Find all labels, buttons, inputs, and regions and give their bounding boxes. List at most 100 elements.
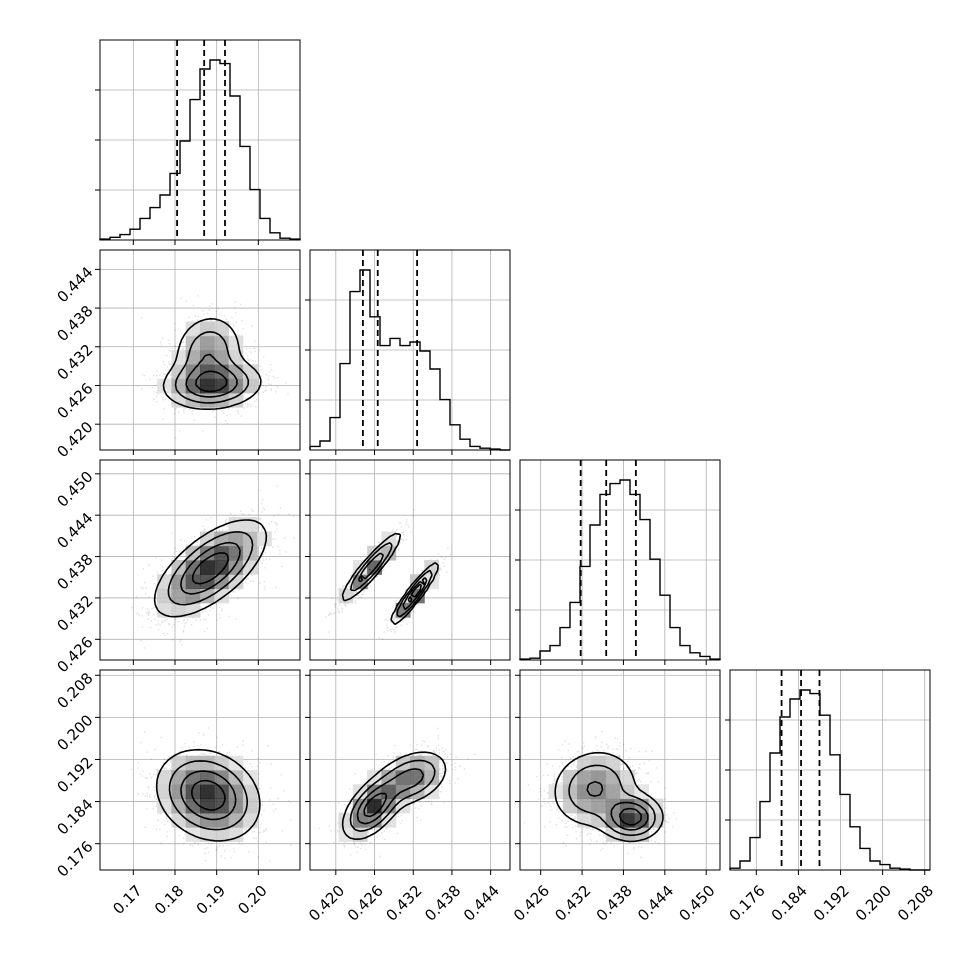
- y-tick-label: 0.426: [53, 633, 96, 676]
- sample-points: [136, 295, 289, 439]
- contour-level-1: [168, 760, 248, 831]
- x-tick-label: 0.438: [593, 882, 636, 925]
- panel-frame: [519, 459, 721, 661]
- density-cell: [200, 784, 215, 800]
- joint-panel-content: [520, 670, 720, 870]
- contour-level-1: [349, 542, 433, 618]
- density-cell: [242, 560, 258, 575]
- density-cell: [200, 335, 215, 351]
- density-cell: [171, 350, 187, 365]
- x-tick-label: 0.20: [234, 882, 270, 918]
- y-tick-label: 0.444: [53, 263, 96, 306]
- joint-panel-content: [100, 460, 300, 660]
- contour-level-3: [195, 370, 228, 393]
- density-cell: [562, 770, 578, 785]
- density-cell: [171, 755, 187, 771]
- density-cell: [577, 784, 592, 800]
- histogram-panel-3: [725, 669, 931, 871]
- y-tick-label: 0.450: [53, 468, 96, 511]
- x-tick-label: 0.176: [726, 882, 769, 925]
- histogram-step: [729, 689, 930, 871]
- density-cell: [562, 784, 578, 800]
- density-cell: [171, 588, 187, 604]
- density-cell: [591, 755, 607, 771]
- y-tick-label: 0.200: [53, 711, 96, 754]
- density-cell: [381, 784, 397, 800]
- density-cell: [591, 770, 607, 785]
- joint-panel-2-1: [309, 459, 511, 661]
- density-cell: [171, 812, 187, 828]
- contour-level-0: [162, 318, 262, 410]
- x-tick-label: 0.426: [510, 882, 553, 925]
- contour-level-2: [185, 353, 238, 398]
- density-cell: [200, 755, 215, 771]
- density-cell: [157, 784, 172, 800]
- density-cell: [591, 798, 607, 814]
- density-cell: [185, 378, 201, 394]
- density-cell: [228, 574, 244, 590]
- joint-panel-1-0: [99, 249, 301, 451]
- density-cell: [185, 784, 201, 800]
- y-tick-label: 0.444: [53, 509, 96, 552]
- density-cell: [157, 378, 172, 394]
- density-cell: [648, 812, 664, 828]
- joint-panel-3-2: [519, 669, 721, 871]
- density-cell: [171, 602, 187, 618]
- contour-level-2: [586, 781, 649, 831]
- joint-panel-3-1: [309, 669, 511, 871]
- y-tick-label: 0.420: [53, 418, 96, 461]
- contour-level-3: [369, 569, 422, 603]
- contour-level-0: [341, 751, 447, 840]
- panel-frame: [309, 249, 511, 451]
- x-tick-label: 0.432: [551, 882, 594, 925]
- panel-frame: [99, 39, 301, 241]
- density-cell: [410, 755, 425, 771]
- y-tick-label: 0.184: [53, 795, 96, 838]
- panel-frame: [309, 669, 511, 871]
- contour-level-2: [356, 768, 425, 825]
- density-cell: [185, 755, 201, 771]
- density-cell: [352, 784, 368, 800]
- x-tick-label: 0.200: [852, 882, 895, 925]
- density-cell: [185, 812, 201, 828]
- panel-frame: [99, 249, 301, 451]
- y-tick-label: 0.192: [53, 753, 96, 796]
- density-cell: [410, 784, 425, 800]
- density-cell: [228, 517, 244, 532]
- y-tick-label: 0.438: [53, 302, 96, 345]
- x-tick-label: 0.426: [344, 882, 387, 925]
- x-tick-label: 0.192: [810, 882, 853, 925]
- density-cell: [228, 812, 244, 828]
- y-tick-label: 0.426: [53, 379, 96, 422]
- x-tick-label: 0.19: [193, 882, 229, 918]
- contour-level-0: [155, 748, 261, 842]
- density-cell: [562, 798, 578, 814]
- y-tick-label: 0.176: [53, 837, 96, 880]
- contour-level-3: [191, 779, 226, 811]
- density-cell: [214, 321, 230, 337]
- density-cell: [381, 770, 397, 785]
- density-cell: [200, 798, 215, 814]
- density-cell: [242, 378, 258, 394]
- contour-level-1: [568, 764, 656, 837]
- density-cell: [228, 350, 244, 365]
- contour-level-0: [341, 532, 439, 626]
- histogram-panel-0: [95, 39, 301, 241]
- y-tick-label: 0.432: [53, 341, 96, 384]
- density-cell: [157, 602, 172, 618]
- histogram-step: [309, 269, 510, 451]
- density-cell: [200, 378, 215, 394]
- joint-panel-content: [100, 250, 300, 450]
- y-tick-label: 0.432: [53, 592, 96, 635]
- density-cell: [200, 560, 215, 575]
- density-cell: [214, 827, 230, 842]
- density-cell: [200, 392, 215, 408]
- panel-frame: [99, 669, 301, 871]
- density-cell: [605, 784, 621, 800]
- contour-level-3: [191, 552, 230, 585]
- density-cell: [367, 798, 382, 814]
- density-cell: [214, 784, 230, 800]
- joint-panel-2-0: [99, 459, 301, 661]
- joint-panel-content: [310, 670, 510, 870]
- density-cell: [257, 531, 272, 547]
